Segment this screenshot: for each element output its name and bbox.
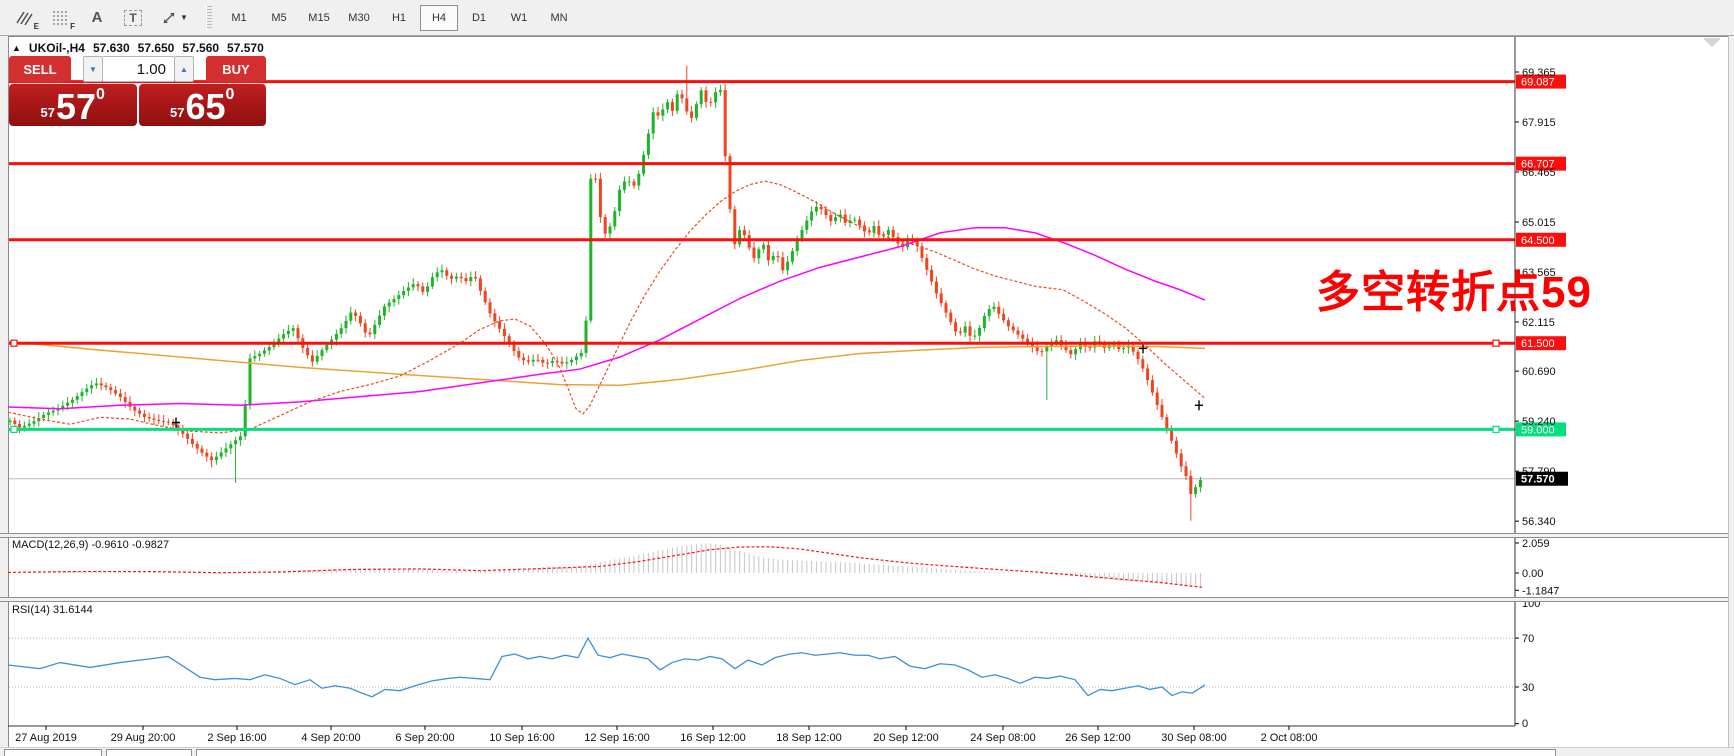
chart-window xyxy=(0,36,1734,755)
chart-annotation: 多空转折点59 xyxy=(1316,268,1592,317)
text-box-button[interactable]: T xyxy=(118,5,148,31)
rsi-panel-divider[interactable] xyxy=(0,597,1728,602)
toolbar-gripper xyxy=(206,5,212,30)
ohlc-open: 57.630 xyxy=(92,41,130,55)
timeframe-d1[interactable]: D1 xyxy=(471,11,487,24)
ohlc-high: 57.650 xyxy=(137,41,175,55)
timeframe-buttons: M1 M5 M15 M30 H1 H4 D1 W1 MN xyxy=(220,4,580,31)
arrows-dropdown-button[interactable]: ▼ xyxy=(154,5,194,31)
sell-price-decimals: 57 xyxy=(56,86,97,127)
buy-price-decimals: 65 xyxy=(185,86,226,127)
sub-e-label: E xyxy=(33,21,39,31)
timeframe-m5[interactable]: M5 xyxy=(271,11,287,24)
symbol-title: UKOil-,H4 xyxy=(28,41,85,55)
line-studies-button[interactable]: E xyxy=(10,5,40,31)
timeframe-m30[interactable]: M30 xyxy=(348,11,370,24)
boxed-t-icon: T xyxy=(124,9,142,26)
buy-price-integer: 57 xyxy=(170,105,185,120)
macd-panel-divider[interactable] xyxy=(0,533,1728,538)
sell-price-display[interactable]: 57 57 0 xyxy=(9,84,137,126)
rsi-label: RSI(14) 31.6144 xyxy=(12,604,93,616)
volume-increase-button[interactable]: ▲ xyxy=(174,56,194,82)
timeframe-m1[interactable]: M1 xyxy=(231,11,247,24)
text-label-button[interactable]: A xyxy=(82,5,112,31)
collapse-arrow-icon[interactable]: ▲ xyxy=(12,43,21,53)
macd-label: MACD(12,26,9) -0.9610 -0.9827 xyxy=(12,539,170,551)
buy-price-display[interactable]: 57 65 0 xyxy=(138,84,266,127)
dropdown-caret-icon: ▼ xyxy=(180,13,188,22)
timeframe-h4[interactable]: H4 xyxy=(420,4,458,31)
ohlc-close: 57.570 xyxy=(227,41,264,55)
fibo-grid-button[interactable]: F xyxy=(46,5,76,31)
timeframe-w1[interactable]: W1 xyxy=(510,11,528,24)
window-top-border xyxy=(0,36,1734,37)
letter-a-icon: A xyxy=(91,9,103,26)
timeframe-h1[interactable]: H1 xyxy=(391,11,407,24)
window-right-border xyxy=(1728,36,1734,755)
hatch-lines-icon xyxy=(16,11,33,25)
ohlc-low: 57.560 xyxy=(182,41,220,55)
volume-input[interactable]: 1.00 xyxy=(103,56,174,82)
sell-button[interactable]: SELL xyxy=(9,56,71,82)
chart-tab-2[interactable] xyxy=(106,749,192,756)
sub-f-label: F xyxy=(70,21,75,31)
chart-tab-strip xyxy=(0,747,1734,756)
volume-decrease-button[interactable]: ▼ xyxy=(83,56,103,82)
dashed-grid-icon xyxy=(53,10,69,25)
window-left-border xyxy=(0,36,9,755)
arrows-icon xyxy=(163,12,175,23)
timeframe-mn[interactable]: MN xyxy=(550,11,568,24)
toolbar: E F A T ▼ M1 M5 M15 M30 H1 H4 D1 W1 MN xyxy=(0,0,1734,36)
chart-ohlc-header: ▲ UKOil-,H4 57.630 57.650 57.560 57.570 xyxy=(12,41,264,55)
one-click-trading-panel: SELL ▼ 1.00 ▲ BUY 57 57 0 57 65 0 xyxy=(9,56,266,126)
chart-tab-1[interactable] xyxy=(4,749,102,756)
sell-price-pip: 0 xyxy=(96,86,105,103)
timeframe-m15[interactable]: M15 xyxy=(308,11,330,24)
buy-price-pip: 0 xyxy=(225,86,235,103)
buy-button[interactable]: BUY xyxy=(206,56,266,82)
sell-price-integer: 57 xyxy=(40,105,55,120)
chart-tab-3[interactable] xyxy=(196,749,1556,756)
